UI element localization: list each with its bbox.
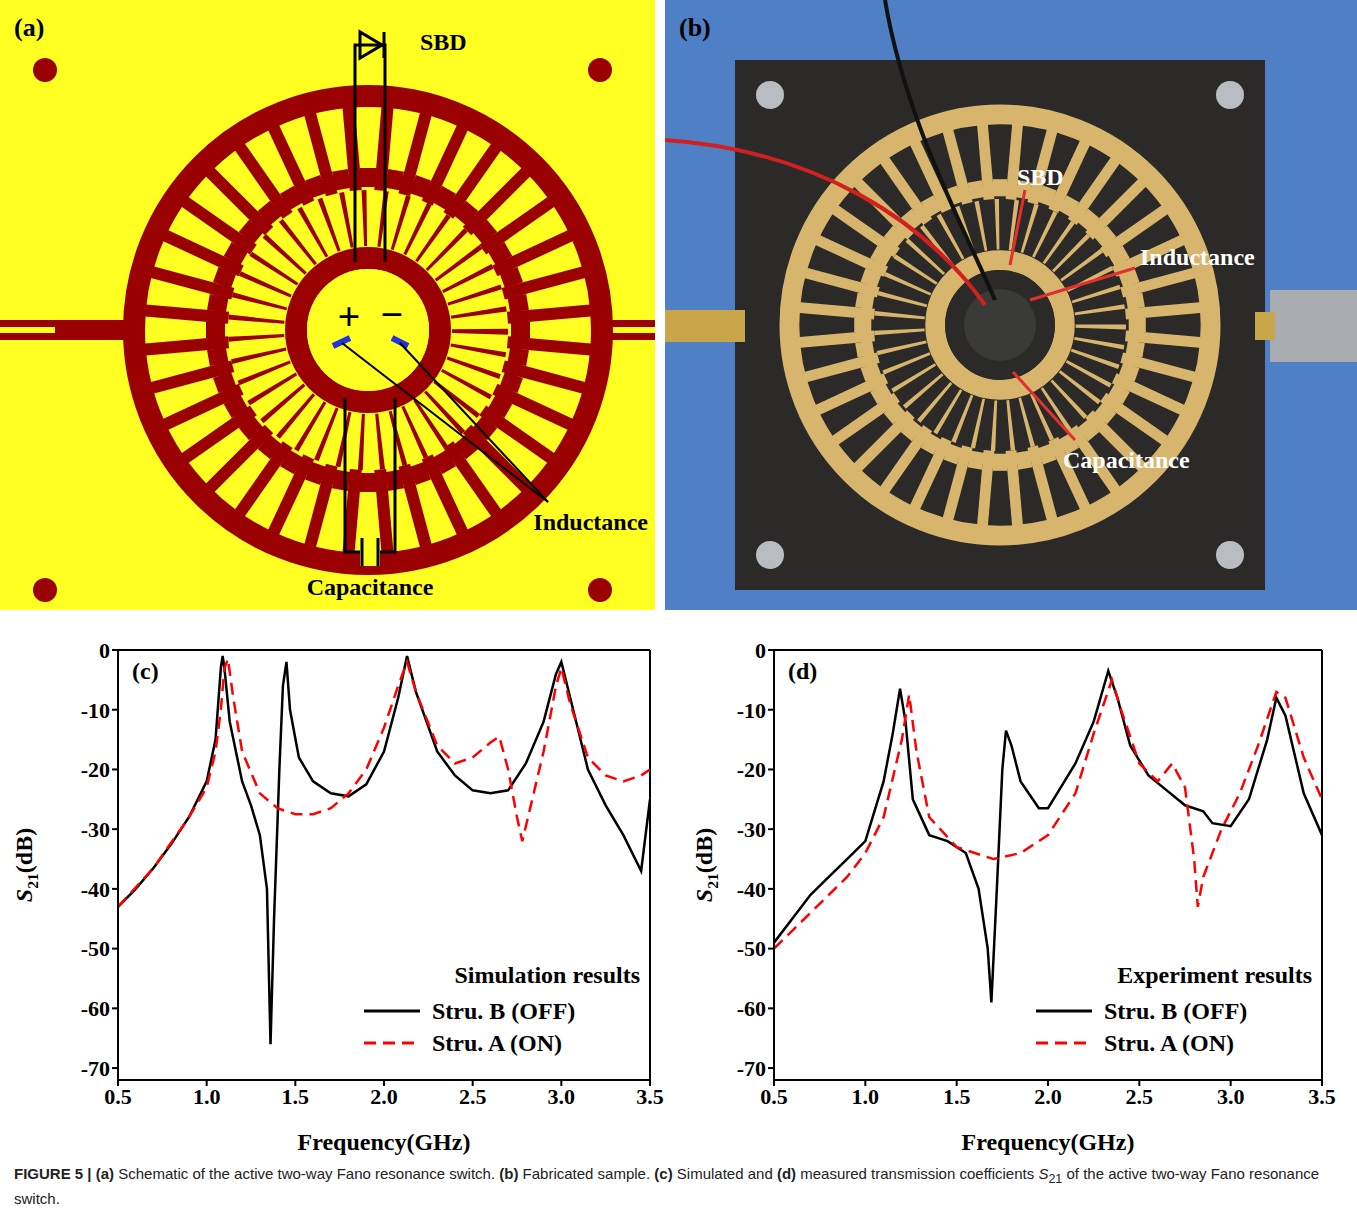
svg-text:-50: -50 (81, 936, 110, 961)
svg-text:-70: -70 (737, 1056, 766, 1081)
html-text:Stru. A (ON): Stru. A (ON) (432, 1029, 562, 1056)
svg-text:S21(dB): S21(dB) (11, 828, 41, 902)
svg-text:2.0: 2.0 (1034, 1084, 1062, 1109)
svg-text:+: + (338, 294, 361, 339)
svg-text:3.5: 3.5 (636, 1084, 664, 1109)
svg-text:(b): (b) (679, 13, 711, 42)
svg-text:-10: -10 (81, 698, 110, 723)
svg-text:-40: -40 (81, 877, 110, 902)
svg-text:-10: -10 (737, 698, 766, 723)
svg-text:-40: -40 (737, 877, 766, 902)
svg-text:SBD: SBD (420, 29, 467, 55)
svg-text:1.5: 1.5 (943, 1084, 971, 1109)
svg-text:Capacitance: Capacitance (1063, 447, 1190, 473)
svg-text:0: 0 (99, 638, 110, 663)
svg-text:1.5: 1.5 (282, 1084, 310, 1109)
svg-text:−: − (381, 292, 404, 337)
svg-text:Frequency(GHz): Frequency(GHz) (298, 1129, 471, 1155)
svg-text:-30: -30 (81, 817, 110, 842)
html-text:(c): (c) (132, 658, 159, 684)
svg-text:SBD: SBD (1017, 164, 1064, 190)
svg-text:-60: -60 (737, 996, 766, 1021)
svg-text:Inductance: Inductance (1140, 244, 1255, 270)
svg-text:0.5: 0.5 (104, 1084, 132, 1109)
html-text:Stru. B (OFF): Stru. B (OFF) (432, 997, 576, 1024)
html-text:Simulation results: Simulation results (454, 962, 640, 988)
svg-text:2.5: 2.5 (1126, 1084, 1154, 1109)
html-text:Stru. A (ON): Stru. A (ON) (1104, 1029, 1234, 1056)
svg-text:-70: -70 (81, 1056, 110, 1081)
svg-text:-20: -20 (81, 757, 110, 782)
svg-text:1.0: 1.0 (852, 1084, 880, 1109)
svg-text:Inductance: Inductance (533, 509, 648, 535)
svg-text:3.5: 3.5 (1308, 1084, 1336, 1109)
html-text:Experiment results: Experiment results (1117, 962, 1312, 988)
svg-text:Frequency(GHz): Frequency(GHz) (962, 1129, 1135, 1155)
svg-text:1.0: 1.0 (193, 1084, 221, 1109)
svg-text:-20: -20 (737, 757, 766, 782)
svg-text:-50: -50 (737, 936, 766, 961)
svg-text:2.0: 2.0 (370, 1084, 398, 1109)
svg-text:Capacitance: Capacitance (307, 574, 434, 600)
svg-text:0: 0 (755, 638, 766, 663)
html-text:FIGURE 5 | (a) Schematic of th: FIGURE 5 | (a) Schematic of the active t… (14, 1165, 1320, 1207)
html-text:(d): (d) (788, 658, 818, 684)
svg-text:S21(dB): S21(dB) (691, 828, 721, 902)
svg-text:3.0: 3.0 (548, 1084, 576, 1109)
svg-text:0.5: 0.5 (760, 1084, 788, 1109)
html-text:Stru. B (OFF): Stru. B (OFF) (1104, 997, 1248, 1024)
svg-text:3.0: 3.0 (1217, 1084, 1245, 1109)
svg-text:-30: -30 (737, 817, 766, 842)
svg-text:(a): (a) (14, 13, 44, 42)
svg-text:-60: -60 (81, 996, 110, 1021)
svg-text:2.5: 2.5 (459, 1084, 487, 1109)
